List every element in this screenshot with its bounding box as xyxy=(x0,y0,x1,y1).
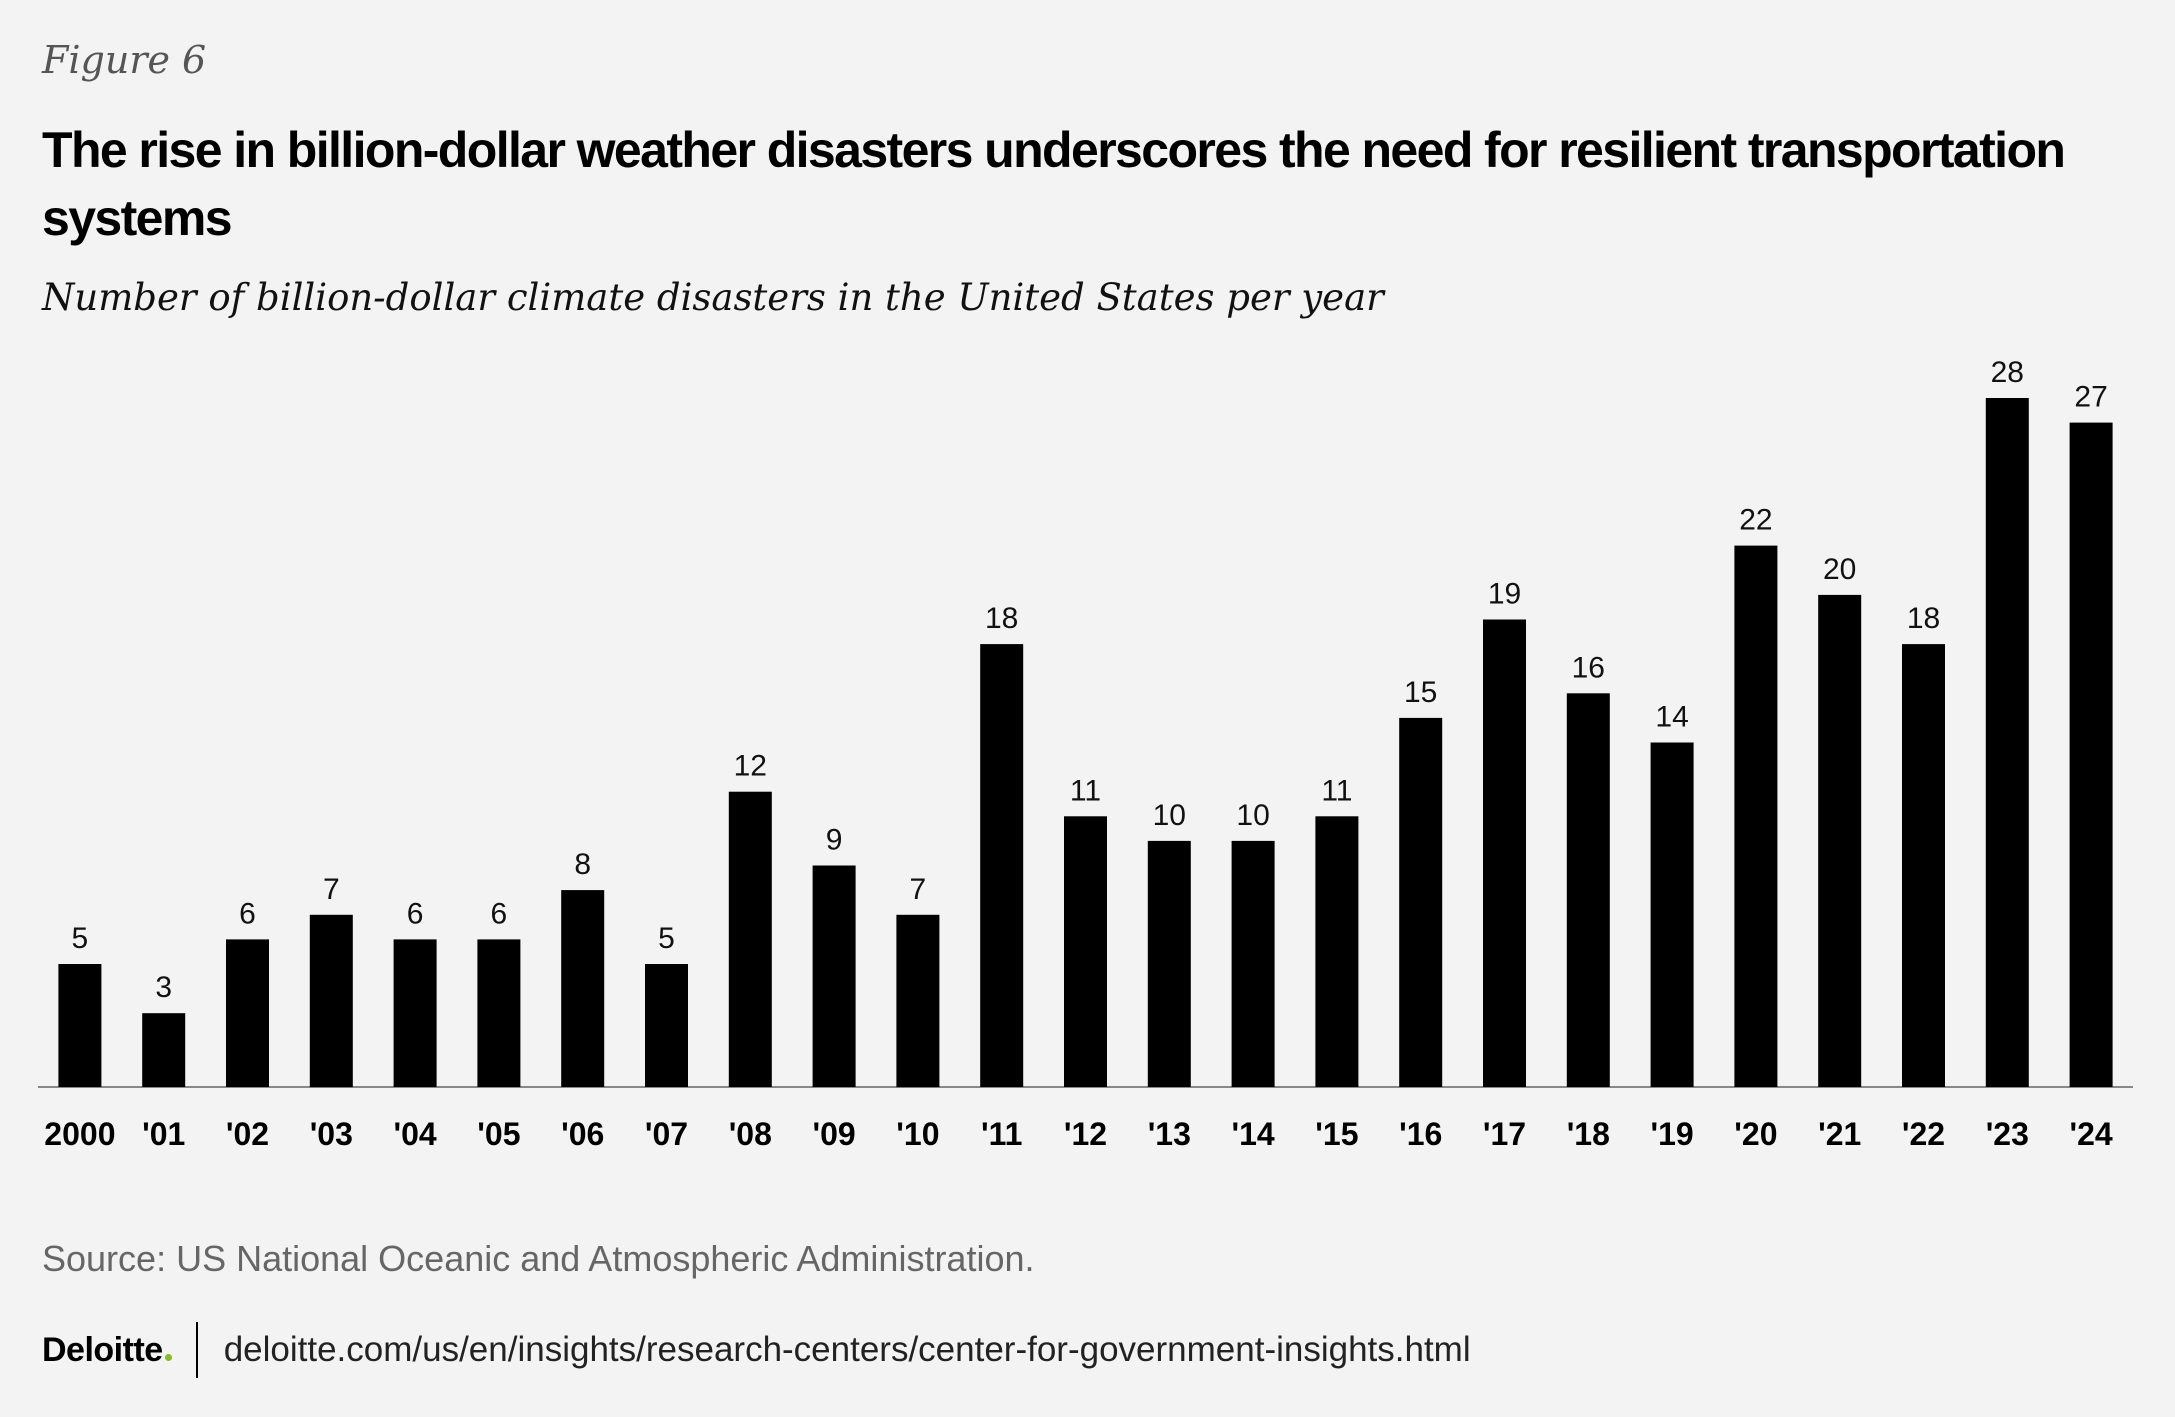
x-tick-label-9: '09 xyxy=(812,1116,855,1152)
x-tick-label-11: '11 xyxy=(981,1116,1022,1152)
bar-2 xyxy=(226,939,269,1087)
data-label-5: 6 xyxy=(491,897,508,930)
data-label-22: 18 xyxy=(1907,602,1940,635)
x-tick-label-1: '01 xyxy=(142,1116,185,1152)
data-label-16: 15 xyxy=(1404,676,1437,709)
data-label-0: 5 xyxy=(72,922,89,955)
bar-20 xyxy=(1734,545,1778,1087)
figure-label: Figure 6 xyxy=(42,38,207,82)
bar-14 xyxy=(1231,840,1275,1087)
data-label-4: 6 xyxy=(407,897,424,930)
x-tick-label-12: '12 xyxy=(1064,1116,1107,1152)
data-label-23: 28 xyxy=(1991,356,2024,389)
bar-16 xyxy=(1399,717,1443,1087)
data-label-24: 27 xyxy=(2074,381,2107,414)
bar-9 xyxy=(812,865,856,1087)
bar-7 xyxy=(645,964,688,1087)
bar-11 xyxy=(980,644,1024,1087)
brand-dot-icon xyxy=(164,1353,172,1361)
data-label-13: 10 xyxy=(1153,799,1186,832)
x-tick-label-24: '24 xyxy=(2069,1116,2112,1152)
bar-6 xyxy=(561,890,605,1087)
bar-0 xyxy=(58,964,102,1087)
data-label-15: 11 xyxy=(1321,774,1352,807)
data-label-11: 18 xyxy=(985,602,1018,635)
bar-24 xyxy=(2069,422,2113,1088)
bar-3 xyxy=(309,914,353,1088)
footer-url-link[interactable]: deloitte.com/us/en/insights/research-cen… xyxy=(223,1330,1471,1369)
x-tick-label-2: '02 xyxy=(226,1116,269,1152)
data-label-1: 3 xyxy=(155,971,172,1004)
bar-17 xyxy=(1483,619,1526,1087)
x-tick-label-13: '13 xyxy=(1148,1116,1191,1152)
x-tick-label-18: '18 xyxy=(1567,1116,1610,1152)
data-label-17: 19 xyxy=(1488,578,1521,611)
footer-divider xyxy=(195,1322,198,1378)
x-tick-label-15: '15 xyxy=(1315,1116,1358,1152)
bar-8 xyxy=(728,791,772,1087)
bar-23 xyxy=(1985,398,2029,1087)
bar-1 xyxy=(142,1013,186,1087)
x-tick-label-7: '07 xyxy=(645,1116,688,1152)
data-label-10: 7 xyxy=(910,873,927,906)
bar-18 xyxy=(1566,693,1610,1087)
x-tick-label-14: '14 xyxy=(1231,1116,1274,1152)
data-label-19: 14 xyxy=(1655,701,1688,734)
data-label-21: 20 xyxy=(1823,553,1856,586)
data-label-18: 16 xyxy=(1572,651,1605,684)
x-tick-label-6: '06 xyxy=(561,1116,604,1152)
x-tick-label-8: '08 xyxy=(729,1116,772,1152)
deloitte-logo: Deloitte xyxy=(42,1331,172,1370)
data-label-20: 22 xyxy=(1739,504,1772,537)
x-tick-label-22: '22 xyxy=(1902,1116,1945,1152)
data-label-2: 6 xyxy=(239,897,256,930)
x-tick-label-16: '16 xyxy=(1399,1116,1442,1152)
x-tick-label-21: '21 xyxy=(1818,1116,1861,1152)
chart-subtitle: Number of billion-dollar climate disaste… xyxy=(42,276,1384,319)
bar-15 xyxy=(1315,816,1359,1087)
x-tick-label-20: '20 xyxy=(1734,1116,1777,1152)
x-tick-label-10: '10 xyxy=(896,1116,939,1152)
footer: Deloitte deloitte.com/us/en/insights/res… xyxy=(42,1320,1471,1380)
bar-12 xyxy=(1064,816,1107,1087)
x-tick-label-3: '03 xyxy=(310,1116,353,1152)
data-label-12: 11 xyxy=(1070,774,1101,807)
x-tick-label-0: 2000 xyxy=(44,1116,115,1152)
data-label-3: 7 xyxy=(323,873,340,906)
data-label-14: 10 xyxy=(1236,799,1269,832)
chart-title: The rise in billion-dollar weather disas… xyxy=(42,122,2066,246)
data-label-8: 12 xyxy=(734,750,767,783)
bar-13 xyxy=(1147,840,1191,1087)
bar-4 xyxy=(393,939,437,1087)
data-label-7: 5 xyxy=(658,922,675,955)
brand-name: Deloitte xyxy=(42,1330,163,1369)
source-note: Source: US National Oceanic and Atmosphe… xyxy=(42,1238,1035,1279)
x-tick-label-17: '17 xyxy=(1483,1116,1526,1152)
x-tick-label-4: '04 xyxy=(393,1116,436,1152)
x-tick-label-23: '23 xyxy=(1986,1116,2029,1152)
bar-19 xyxy=(1650,742,1694,1087)
bar-5 xyxy=(477,939,521,1087)
bar-22 xyxy=(1902,644,1945,1087)
bar-10 xyxy=(896,914,940,1088)
data-label-9: 9 xyxy=(826,824,843,857)
bar-21 xyxy=(1818,594,1862,1087)
bar-chart: 5 2000 3 '01 6 '02 7 '03 6 '04 6 '05 8 '06 5 '07 12 '08 9 '… xyxy=(38,356,2133,1152)
data-label-6: 8 xyxy=(574,848,591,881)
x-tick-label-19: '19 xyxy=(1650,1116,1693,1152)
x-tick-label-5: '05 xyxy=(477,1116,520,1152)
